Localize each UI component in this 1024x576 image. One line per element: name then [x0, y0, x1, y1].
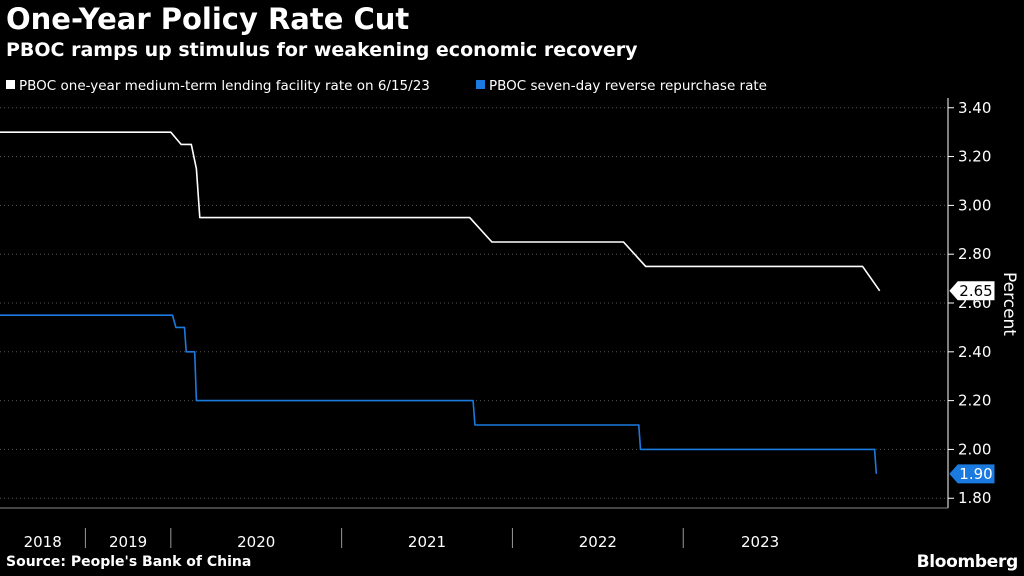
- y-axis-title: Percent: [999, 272, 1019, 336]
- legend-label-repo: PBOC seven-day reverse repurchase rate: [489, 78, 767, 94]
- x-tick-label: 2018: [24, 533, 62, 551]
- legend-item-repo: PBOC seven-day reverse repurchase rate: [476, 78, 767, 94]
- y-tick-label: 2.40: [958, 343, 991, 361]
- source-note: Source: People's Bank of China: [6, 554, 252, 570]
- end-label-1: 1.90: [959, 465, 992, 483]
- y-tick-label: 2.00: [958, 440, 991, 458]
- y-tick-label: 2.20: [958, 392, 991, 410]
- x-tick-label: 2019: [109, 533, 147, 551]
- x-tick-label: 2022: [579, 533, 617, 551]
- legend-swatch-repo: [476, 80, 485, 89]
- legend-label-mlf: PBOC one-year medium-term lending facili…: [19, 78, 430, 94]
- legend-swatch-mlf: [6, 80, 15, 89]
- chart-subtitle: PBOC ramps up stimulus for weakening eco…: [6, 39, 638, 61]
- y-tick-label: 2.80: [958, 245, 991, 263]
- series-line-1: [0, 314, 878, 474]
- x-tick-label: 2023: [741, 533, 779, 551]
- series-line-0: [0, 131, 881, 292]
- y-tick-label: 3.40: [958, 99, 991, 117]
- end-label-box-0: [949, 281, 995, 301]
- end-label-box-1: [949, 464, 995, 484]
- end-label-0: 2.65: [959, 282, 992, 300]
- y-tick-label: 1.80: [958, 489, 991, 507]
- chart-title: One-Year Policy Rate Cut: [6, 2, 410, 36]
- x-tick-label: 2021: [408, 533, 446, 551]
- y-tick-label: 3.20: [958, 148, 991, 166]
- x-tick-label: 2020: [237, 533, 275, 551]
- y-tick-label: 3.00: [958, 196, 991, 214]
- brand-logo: Bloomberg: [916, 552, 1019, 572]
- legend-item-mlf: PBOC one-year medium-term lending facili…: [6, 78, 430, 94]
